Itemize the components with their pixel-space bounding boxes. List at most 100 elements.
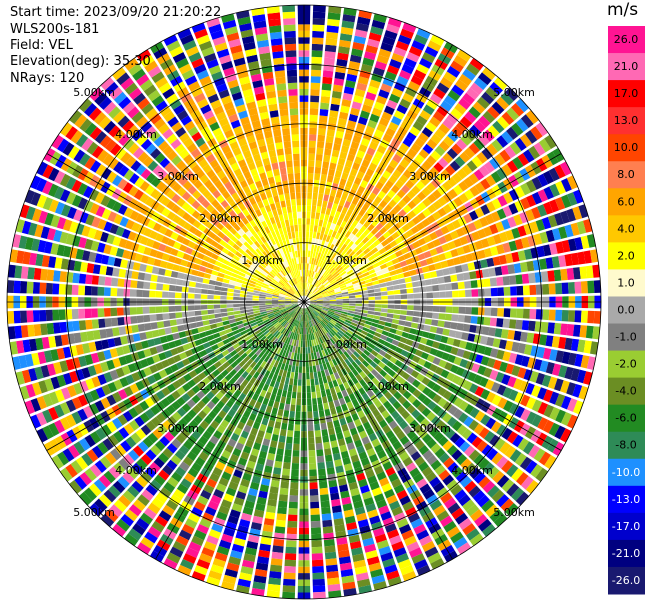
velocity-ray: [309, 175, 578, 300]
velocity-gate: [26, 281, 34, 294]
velocity-gate: [397, 255, 406, 262]
velocity-gate: [214, 313, 222, 319]
velocity-gate: [480, 204, 491, 215]
velocity-gate: [302, 308, 304, 315]
velocity-gate: [473, 219, 483, 230]
velocity-gate: [104, 276, 112, 286]
velocity-gate: [346, 209, 353, 217]
velocity-gate: [467, 262, 476, 271]
velocity-gate: [451, 449, 463, 461]
velocity-gate: [438, 359, 447, 369]
velocity-gate: [369, 515, 381, 525]
velocity-gate: [418, 445, 430, 456]
velocity-gate: [311, 312, 316, 318]
velocity-gate: [363, 543, 377, 553]
velocity-gate: [510, 308, 517, 318]
velocity-gate: [391, 231, 400, 240]
velocity-ray: [308, 306, 496, 537]
velocity-gate: [477, 288, 485, 297]
velocity-gate: [275, 415, 283, 423]
velocity-gate: [426, 354, 435, 363]
velocity-gate: [14, 325, 23, 339]
velocity-gate: [328, 293, 336, 296]
velocity-gate: [513, 263, 522, 274]
velocity-gate: [227, 288, 235, 293]
velocity-gate: [319, 276, 325, 283]
velocity-gate: [519, 134, 533, 148]
velocity-gate: [174, 305, 182, 312]
velocity-gate: [293, 312, 298, 319]
velocity-gate: [137, 323, 146, 332]
velocity-gate: [450, 108, 463, 120]
velocity-gate: [312, 404, 318, 412]
velocity-gate: [400, 233, 409, 241]
velocity-gate: [320, 226, 326, 234]
velocity-gate: [359, 70, 371, 79]
velocity-gate: [327, 258, 334, 265]
velocity-gate: [322, 306, 330, 310]
velocity-gate: [123, 307, 131, 316]
velocity-gate: [336, 218, 343, 227]
velocity-gate: [405, 86, 417, 98]
velocity-gate: [355, 214, 363, 222]
velocity-gate: [406, 131, 417, 142]
velocity-gate: [325, 460, 334, 469]
velocity-gate: [388, 377, 397, 386]
velocity-gate: [377, 449, 387, 459]
velocity-gate: [435, 245, 444, 254]
velocity-gate: [483, 226, 493, 237]
velocity-gate: [215, 317, 223, 323]
velocity-gate: [151, 520, 165, 533]
velocity-gate: [525, 411, 537, 425]
velocity-gate: [343, 86, 355, 95]
velocity-gate: [462, 244, 471, 254]
velocity-gate: [437, 276, 445, 284]
velocity-gate: [149, 479, 162, 491]
velocity-gate: [336, 297, 343, 300]
velocity-gate: [357, 241, 365, 249]
velocity-gate: [46, 269, 55, 282]
velocity-gate: [321, 319, 328, 326]
velocity-gate: [301, 327, 304, 335]
velocity-gate: [426, 494, 439, 506]
velocity-gate: [338, 355, 344, 363]
velocity-gate: [235, 491, 247, 500]
velocity-gate: [313, 5, 326, 13]
velocity-gate: [309, 488, 319, 496]
velocity-gate: [422, 433, 433, 444]
velocity-gate: [464, 189, 475, 200]
velocity-gate: [360, 179, 369, 189]
velocity-gate: [143, 314, 151, 323]
velocity-gate: [307, 307, 312, 313]
velocity-gate: [406, 430, 417, 440]
velocity-gate: [105, 328, 114, 338]
velocity-gate: [371, 107, 383, 117]
velocity-gate: [462, 499, 475, 512]
velocity-gate: [189, 419, 199, 430]
velocity-gate: [118, 494, 132, 508]
velocity-gate: [515, 274, 523, 285]
velocity-gate: [356, 150, 366, 159]
velocity-ray: [304, 6, 342, 296]
velocity-gate: [333, 452, 341, 461]
velocity-gate: [421, 331, 430, 339]
velocity-gate: [368, 342, 376, 350]
velocity-gate: [387, 265, 396, 272]
velocity-gate: [231, 403, 240, 412]
velocity-gate: [478, 115, 491, 128]
velocity-gate: [537, 417, 549, 431]
velocity-gate: [493, 359, 502, 371]
velocity-gate: [402, 214, 412, 223]
velocity-gate: [342, 14, 356, 23]
velocity-gate: [233, 427, 243, 436]
velocity-gate: [312, 199, 317, 206]
velocity-gate: [351, 413, 359, 422]
velocity-gate: [577, 251, 586, 265]
velocity-gate: [348, 250, 356, 258]
velocity-gate: [282, 370, 288, 378]
velocity-gate: [325, 558, 338, 566]
velocity-gate: [316, 282, 322, 288]
velocity-gate: [378, 320, 386, 326]
velocity-gate: [326, 274, 332, 280]
velocity-gate: [372, 335, 380, 342]
